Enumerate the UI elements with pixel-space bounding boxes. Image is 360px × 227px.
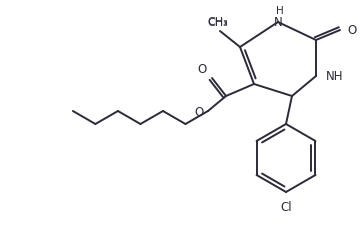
Text: O: O — [195, 106, 204, 118]
Text: O: O — [198, 63, 207, 76]
Text: Cl: Cl — [280, 201, 292, 214]
Text: H: H — [276, 6, 284, 16]
Text: NH: NH — [326, 69, 343, 82]
Text: CH₃: CH₃ — [208, 17, 228, 27]
Text: O: O — [347, 24, 356, 37]
Text: N: N — [274, 15, 282, 29]
Text: CH₃: CH₃ — [208, 18, 228, 28]
